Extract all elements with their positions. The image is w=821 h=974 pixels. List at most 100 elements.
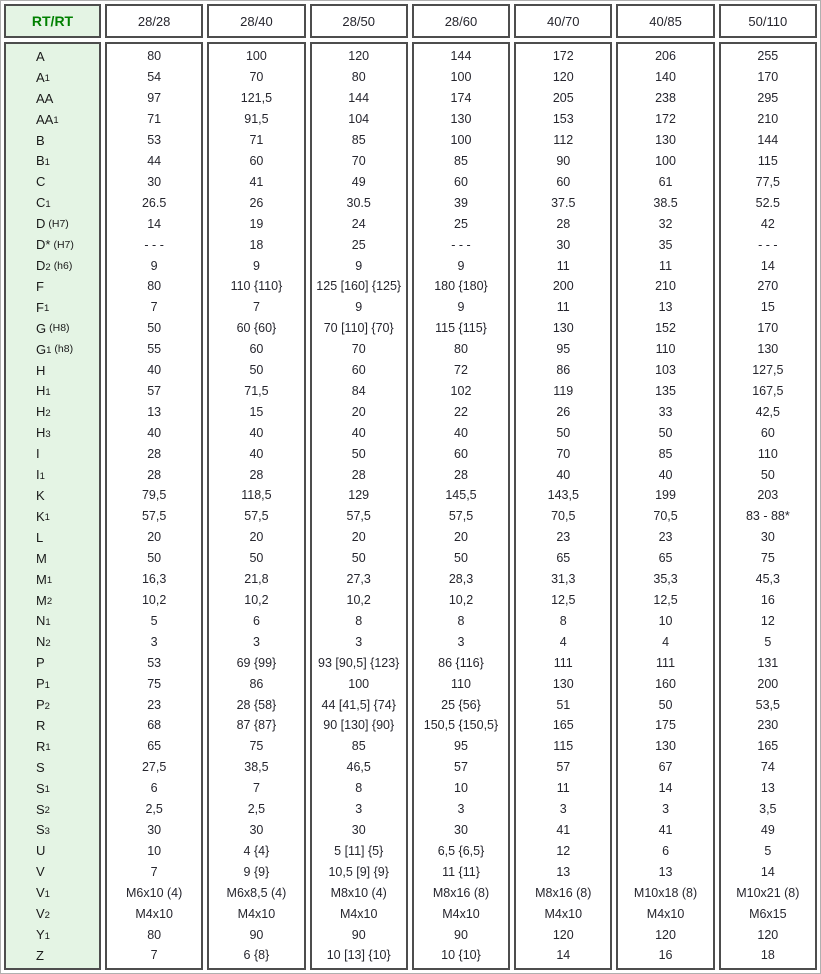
table-cell: 8 xyxy=(355,781,363,796)
table-cell: M4x10 xyxy=(544,906,583,921)
table-cell: 95 xyxy=(556,342,571,357)
table-cell: 14 xyxy=(556,948,571,963)
value-column-28-50: 120 80 144 104 85 70 49 30.5 24 25 9 125 [160] {125… xyxy=(309,42,408,970)
table-cell: 130 xyxy=(552,676,574,691)
table-cell: 11 xyxy=(556,258,570,273)
table-cell: 130 xyxy=(655,133,676,148)
table-cell: 180 {180} xyxy=(434,279,488,294)
table-cell: 100 xyxy=(245,49,267,64)
table-cell: 40 xyxy=(147,363,162,378)
table-cell: 120 xyxy=(552,70,574,85)
column-header-40-85: 40/85 xyxy=(616,4,715,38)
table-cell: 40 xyxy=(556,467,571,482)
row-label: K xyxy=(36,487,45,503)
table-cell: 10 xyxy=(454,781,468,796)
table-cell: 9 xyxy=(252,258,260,273)
row-label: AA xyxy=(36,90,54,106)
table-cell: 60 {60} xyxy=(236,321,277,336)
value-column-28-60: 144 100 174 130 100 85 60 39 25 - - - 9 180 {180} 9 1… xyxy=(411,42,511,970)
table-cell: 57,5 xyxy=(346,509,371,524)
table-cell: M4x10 xyxy=(339,906,378,921)
table-cell: 69 {99} xyxy=(236,655,277,670)
table-cell: 11 xyxy=(556,300,570,315)
table-cell: 3 xyxy=(662,802,670,817)
table-cell: 33 xyxy=(658,404,673,419)
row-label: R xyxy=(36,717,46,733)
table-cell: 46,5 xyxy=(346,760,371,775)
table-cell: 12 xyxy=(760,613,775,628)
table-cell: 23 xyxy=(556,530,571,545)
table-cell: 206 xyxy=(655,49,676,64)
table-cell: 41 xyxy=(556,822,571,837)
table-cell: 135 xyxy=(655,383,676,398)
table-cell: 57,5 xyxy=(448,509,474,524)
table-cell: 90 [130] {90} xyxy=(323,718,395,733)
table-cell: M8x16 (8) xyxy=(535,885,592,900)
table-cell: 50 xyxy=(249,363,264,378)
row-label: M xyxy=(36,550,47,566)
table-cell: 20 xyxy=(249,530,264,545)
table-body: A A 1 AA AA 1 B B 1 C C 1 D (H7) D* (H7) D 2 (h6) F F 1 G (H8) G… xyxy=(4,42,817,970)
table-cell: 60 xyxy=(556,174,571,189)
table-cell: 53 xyxy=(147,133,162,148)
table-cell: 12 xyxy=(556,843,571,858)
table-cell: 131 xyxy=(757,655,779,670)
table-cell: 57 xyxy=(556,760,571,775)
row-label: D 2 (h6) xyxy=(36,258,73,274)
table-cell: 24 xyxy=(351,216,366,231)
table-cell: 60 xyxy=(760,425,775,440)
table-cell: 15 xyxy=(760,300,775,315)
table-cell: 3 xyxy=(252,634,260,649)
table-cell: 100 xyxy=(348,676,370,691)
value-column-28-40: 100 70 121,5 91,5 71 60 41 26 19 18 9 110 {110} 7 60 … xyxy=(207,42,306,970)
table-cell: 49 xyxy=(351,174,366,189)
table-cell: 21,8 xyxy=(244,572,269,587)
table-cell: 40 xyxy=(147,425,162,440)
table-cell: 8 xyxy=(355,613,363,628)
table-cell: 70,5 xyxy=(551,509,576,524)
value-column-40-85: 206 140 238 172 130 100 61 38.5 32 35 11 210 13 152 11… xyxy=(616,42,715,970)
table-cell: 10 xyxy=(147,843,162,858)
table-cell: 40 xyxy=(351,425,366,440)
table-cell: 112 xyxy=(553,133,574,148)
table-cell: 40 xyxy=(249,425,264,440)
table-cell: 37.5 xyxy=(551,195,576,210)
table-cell: 40 xyxy=(658,467,673,482)
table-cell: 7 xyxy=(252,300,260,315)
table-cell: 14 xyxy=(760,258,775,273)
table-cell: 12,5 xyxy=(653,593,678,608)
table-cell: 7 xyxy=(150,948,158,963)
table-cell: M8x10 (4) xyxy=(330,885,387,900)
table-cell: 42 xyxy=(760,216,775,231)
table-cell: 27,5 xyxy=(141,760,167,775)
table-cell: - - - xyxy=(758,237,778,252)
table-cell: 86 xyxy=(556,363,571,378)
column-header-28-40: 28/40 xyxy=(207,4,306,38)
table-cell: M8x16 (8) xyxy=(432,885,490,900)
table-cell: 16,3 xyxy=(141,572,167,587)
table-cell: 210 xyxy=(655,279,676,294)
table-cell: 75 xyxy=(249,739,264,754)
table-cell: 80 xyxy=(454,342,468,357)
table-cell: 28 xyxy=(249,467,264,482)
table-cell: 10 [13] {10} xyxy=(326,948,391,963)
table-cell: 50 xyxy=(760,467,775,482)
table-cell: 143,5 xyxy=(547,488,579,503)
table-cell: 100 xyxy=(655,153,676,168)
table-cell: 10,2 xyxy=(346,593,371,608)
table-cell: 30 xyxy=(454,822,468,837)
table-cell: 26 xyxy=(249,195,264,210)
table-cell: 57,5 xyxy=(244,509,269,524)
table-cell: 54 xyxy=(147,70,162,85)
table-cell: M4x10 xyxy=(135,906,173,921)
table-cell: 80 xyxy=(147,927,162,942)
table-cell: 28 xyxy=(147,446,162,461)
table-cell: 25 xyxy=(454,216,468,231)
table-cell: 85 xyxy=(658,446,673,461)
table-cell: 28 xyxy=(351,467,366,482)
